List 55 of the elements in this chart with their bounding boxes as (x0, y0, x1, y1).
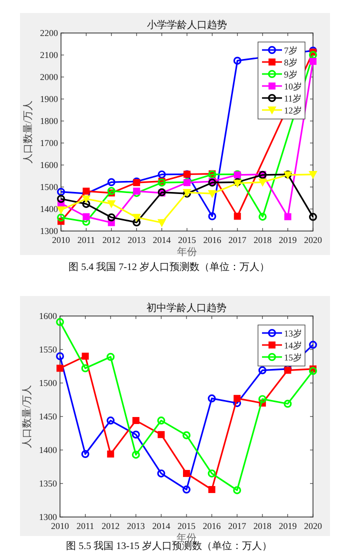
x-tick-label: 2016 (203, 235, 222, 245)
y-tick-label: 1900 (40, 94, 58, 104)
x-tick-label: 2015 (178, 521, 196, 531)
y-tick-label: 1600 (39, 311, 58, 321)
x-tick-label: 2015 (178, 235, 196, 245)
x-axis-title: 年份 (177, 246, 197, 258)
y-tick-label: 1300 (39, 512, 58, 522)
legend-label: 8岁 (284, 58, 298, 68)
y-tick-label: 1500 (39, 378, 58, 388)
x-tick-label: 2019 (278, 235, 298, 245)
x-tick-label: 2017 (228, 521, 247, 531)
y-tick-label: 1400 (40, 204, 58, 214)
y-tick-label: 1400 (39, 445, 58, 455)
legend-label: 12岁 (284, 106, 302, 116)
legend-label: 7岁 (284, 46, 298, 56)
y-tick-label: 1800 (40, 116, 58, 126)
legend-label: 15岁 (284, 352, 302, 362)
chart-title: 初中学龄人口趋势 (146, 302, 226, 314)
legend-label: 14岁 (284, 340, 302, 350)
legend-label: 10岁 (284, 82, 302, 92)
x-tick-label: 2014 (152, 521, 171, 531)
y-tick-label: 1450 (39, 412, 58, 422)
caption: 图 5.5 我国 13-15 岁人口预测数（单位：万人） (66, 540, 272, 552)
y-tick-label: 2200 (40, 28, 58, 38)
y-tick-label: 1550 (39, 344, 58, 354)
x-tick-label: 2011 (76, 521, 94, 531)
x-tick-label: 2010 (52, 235, 70, 245)
x-tick-label: 2019 (278, 521, 298, 531)
y-axis-title: 人口数量/万人 (23, 100, 34, 164)
x-tick-label: 2017 (228, 235, 247, 245)
x-tick-label: 2013 (126, 521, 146, 531)
x-tick-label: 2016 (202, 521, 222, 531)
x-tick-label: 2018 (254, 235, 272, 245)
x-tick-label: 2020 (304, 521, 322, 531)
chart-title: 小学学龄人口趋势 (147, 19, 227, 31)
caption: 图 5.4 我国 7-12 岁人口预测数（单位：万人） (68, 261, 270, 273)
x-tick-label: 2018 (253, 521, 272, 531)
legend-label: 11岁 (284, 94, 302, 104)
y-tick-label: 1350 (39, 478, 58, 488)
legend-label: 9岁 (284, 70, 298, 80)
y-tick-label: 2000 (40, 72, 58, 82)
y-tick-label: 1300 (40, 226, 58, 236)
x-tick-label: 2011 (77, 235, 96, 245)
y-axis-title: 人口数量/万人 (22, 385, 33, 448)
x-tick-label: 2012 (102, 235, 120, 245)
y-tick-label: 2100 (40, 50, 58, 60)
x-tick-label: 2010 (51, 521, 70, 531)
y-tick-label: 1600 (40, 160, 58, 170)
x-tick-label: 2014 (152, 235, 172, 245)
x-tick-label: 2013 (128, 235, 146, 245)
legend-label: 13岁 (284, 328, 302, 338)
x-tick-label: 2012 (102, 521, 120, 531)
y-tick-label: 1700 (40, 138, 58, 148)
x-tick-label: 2020 (304, 235, 322, 245)
y-tick-label: 1500 (40, 182, 58, 192)
